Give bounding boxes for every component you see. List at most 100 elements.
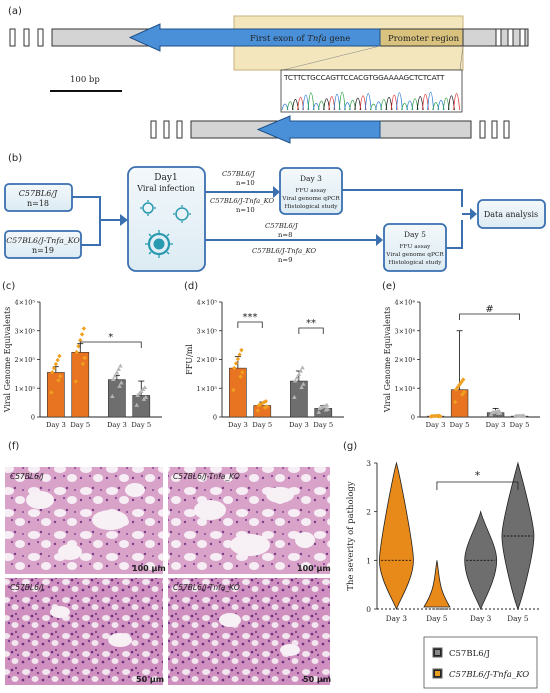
- data-point: [513, 413, 519, 418]
- chart-d: (d) 0 1×10⁵ 2×10⁵ 3×10⁵ 4×10⁵ FFU/ml Day 3 Day 5…: [184, 281, 344, 429]
- chromatogram-peak: [364, 93, 372, 111]
- y-tick-label: 3×10⁵: [15, 327, 36, 335]
- branch-top-wt: C57BL6/J: [222, 170, 256, 178]
- histology-image-tl: [5, 467, 163, 574]
- bar: [450, 389, 469, 418]
- data-point: [142, 385, 148, 390]
- legend-label-wt: C57BL6/J: [449, 649, 490, 659]
- data-point: [76, 343, 81, 349]
- x-tick-label: Day 3: [470, 614, 492, 623]
- data-point: [112, 373, 118, 378]
- y-tick-label: 2×10⁵: [15, 356, 36, 364]
- data-point: [495, 411, 501, 416]
- data-point: [73, 379, 78, 384]
- x-tick-label: Day 3: [386, 614, 408, 623]
- y-tick-label: 2: [366, 508, 371, 517]
- y-axis-label: FFU/ml: [185, 344, 194, 375]
- y-tick-label: 2×10⁵: [197, 356, 218, 364]
- x-tick-label: Day 5: [510, 421, 530, 429]
- x-tick-label: Day 5: [507, 614, 529, 623]
- significance-label: ***: [243, 312, 258, 323]
- data-point: [300, 365, 305, 370]
- x-tick-label: Day 5: [426, 614, 448, 623]
- data-point: [57, 353, 62, 359]
- day5-line: Histological study: [388, 260, 442, 266]
- data-point: [233, 361, 239, 366]
- histology-image-bl: [5, 578, 163, 685]
- data-point: [140, 387, 146, 392]
- data-point: [119, 380, 124, 385]
- data-point: [118, 363, 123, 368]
- branch-top-wt-n: n=10: [236, 179, 255, 187]
- branch-bot-wt: C57BL6/J: [265, 222, 299, 230]
- y-tick-label: 3: [366, 459, 371, 468]
- chromatogram-peak: [307, 92, 315, 111]
- day1-title: Day1: [154, 173, 177, 183]
- merge-lines: [72, 196, 120, 246]
- data-point: [256, 403, 261, 408]
- virus-icon: [140, 200, 191, 258]
- data-point: [53, 361, 59, 367]
- bar: [71, 352, 90, 418]
- y-axis-label: Viral Genome Equivalents: [3, 307, 12, 414]
- chromatogram-peak: [338, 91, 346, 111]
- histology-label-bl: C57BL6/J: [10, 583, 44, 592]
- zoom-line-right: [459, 45, 464, 71]
- data-point: [460, 392, 465, 397]
- bar: [290, 380, 308, 418]
- histology-scale-tl: 100 μm: [132, 564, 166, 573]
- y-tick-label: 1: [366, 556, 371, 565]
- panel-b-label: (b): [8, 153, 22, 164]
- data-point: [235, 356, 241, 362]
- data-point: [55, 357, 60, 363]
- chromatogram-peak: [453, 93, 460, 111]
- data-point: [296, 371, 302, 376]
- data-point: [82, 355, 87, 361]
- panel-a-label: (a): [8, 6, 22, 17]
- panel-label: (d): [184, 281, 198, 292]
- data-point: [298, 368, 303, 373]
- y-tick-label: 0: [366, 605, 371, 614]
- zoom-line-left: [282, 45, 381, 71]
- data-point: [78, 338, 83, 343]
- panel-label: (c): [2, 281, 15, 292]
- x-tick-label: Day 5: [70, 421, 90, 429]
- x-tick-label: Day 3: [289, 421, 309, 429]
- data-point: [294, 375, 300, 380]
- data-point: [143, 394, 149, 399]
- y-tick-label: 0: [31, 414, 35, 422]
- significance-label: *: [108, 332, 113, 343]
- data-point: [49, 390, 54, 395]
- histology-scale-tr: 100 μm: [297, 564, 331, 573]
- bar: [229, 367, 247, 418]
- y-tick-label: 4×10⁴: [395, 299, 416, 307]
- x-tick-label: Day 3: [107, 421, 127, 429]
- branch-top-ko-n: n=10: [236, 206, 255, 214]
- data-point: [114, 370, 120, 375]
- x-tick-label: Day 3: [426, 421, 446, 429]
- bar: [108, 379, 126, 418]
- branch-bot-ko-n: n=9: [278, 256, 292, 264]
- day3-title: Day 3: [300, 174, 322, 183]
- flowchart: C57BL6/J n=18 C57BL6/J-Tnfa_KO n=19 Day1…: [4, 166, 546, 272]
- y-axis-label: Viral Genome Equivalents: [383, 307, 392, 414]
- analysis-box: [477, 199, 546, 229]
- x-tick-label: Day 3: [46, 421, 66, 429]
- x-tick-label: Day 5: [313, 421, 333, 429]
- data-point: [232, 365, 237, 371]
- data-point: [74, 349, 79, 355]
- data-point: [116, 366, 121, 371]
- scale-bar-label: 100 bp: [70, 75, 100, 85]
- day5-line: FFU assay: [400, 244, 432, 250]
- significance-bracket: [237, 321, 263, 328]
- legend-label-ko: C57BL6/J-Tnfa_KO: [449, 670, 529, 680]
- data-point: [237, 352, 242, 357]
- day3-line: FFU assay: [296, 188, 328, 194]
- day1-sub: Viral infection: [136, 184, 195, 193]
- day5-title: Day 5: [404, 230, 426, 239]
- significance-bracket: [79, 341, 142, 348]
- panel-label: (g): [343, 441, 357, 452]
- significance-label: #: [485, 304, 493, 315]
